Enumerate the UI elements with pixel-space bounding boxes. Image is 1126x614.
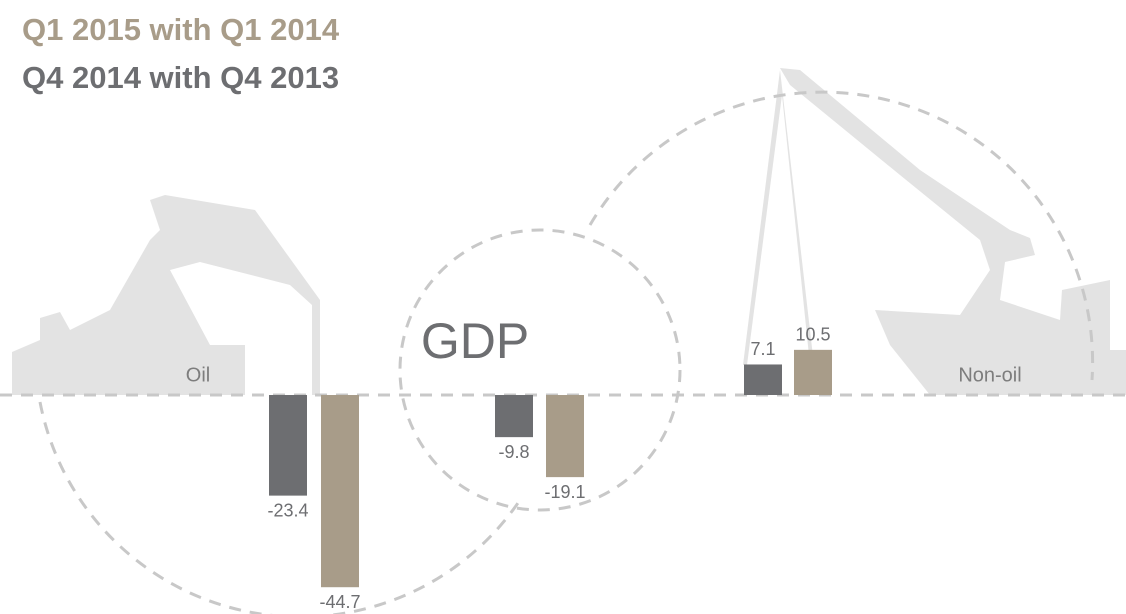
bar [546,395,584,478]
category-label: Non-oil [958,364,1021,386]
decoration [0,90,1126,614]
data-label: -9.8 [498,442,529,462]
bar [495,395,533,438]
data-label: 10.5 [795,325,830,345]
category-label: Oil [186,364,210,386]
bar [744,364,782,395]
bar [269,395,307,496]
data-label: 7.1 [750,339,775,359]
legend-entry: Q4 2014 with Q4 2013 [22,60,339,95]
bar [321,395,359,588]
decoration [12,68,1126,395]
legend-entry: Q1 2015 with Q1 2014 [22,12,340,47]
data-label: -44.7 [319,592,360,612]
category-label: GDP [421,313,529,369]
data-label: -23.4 [267,500,308,520]
bar [794,349,832,395]
data-label: -19.1 [544,482,585,502]
